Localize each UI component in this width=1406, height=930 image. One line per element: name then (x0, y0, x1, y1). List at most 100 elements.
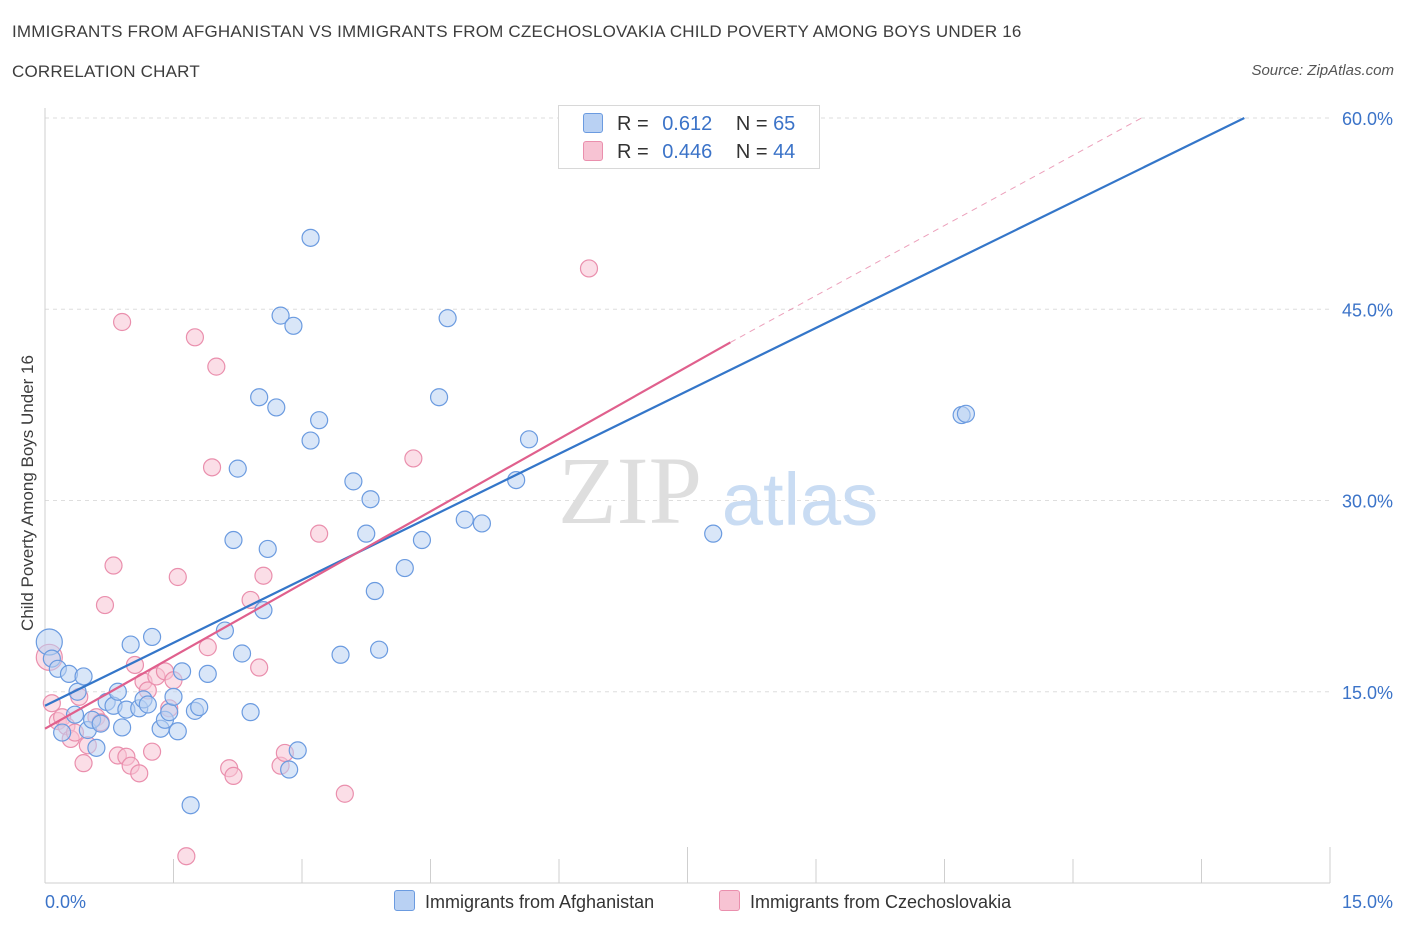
correlation-legend: R = 0.612 N = 65 R = 0.446 N = 44 (558, 105, 820, 169)
data-point (250, 658, 269, 677)
legend-row-czechoslovakia: R = 0.446 N = 44 (583, 141, 795, 165)
legend-swatch-blue (394, 890, 415, 911)
data-point (160, 703, 179, 722)
watermark: ZIP atlas (558, 437, 878, 544)
legend-n-label: N = (735, 113, 768, 135)
data-point (241, 703, 260, 722)
data-point (232, 644, 252, 663)
data-point (87, 738, 106, 757)
data-point (429, 388, 449, 407)
legend-swatch-blue (583, 113, 603, 133)
data-point (177, 847, 196, 866)
tick-labels: 15.0% 30.0% 45.0% 60.0% 0.0% 15.0% (45, 109, 1393, 912)
data-point (53, 723, 72, 742)
legend-n-label: N = (735, 141, 768, 163)
watermark-zip: ZIP (558, 437, 702, 544)
data-point (168, 722, 187, 741)
data-point (267, 398, 286, 417)
series-legend-afghanistan[interactable]: Immigrants from Afghanistan (394, 890, 654, 914)
legend-swatch-pink (583, 141, 603, 161)
data-point (224, 766, 243, 786)
legend-n-value: 65 (773, 113, 796, 135)
legend-r-label: R = (617, 141, 649, 163)
legend-row-afghanistan: R = 0.612 N = 65 (583, 113, 795, 137)
data-point (254, 566, 273, 585)
source-label: Source: ZipAtlas.com (1251, 62, 1394, 79)
data-point (258, 539, 277, 559)
watermark-atlas: atlas (722, 458, 878, 541)
data-point (250, 388, 269, 407)
y-tick-label: 45.0% (1342, 300, 1393, 320)
x-tick-label: 15.0% (1342, 892, 1393, 912)
data-point (207, 357, 226, 376)
data-point (288, 741, 307, 760)
data-point (202, 458, 222, 477)
data-point (280, 760, 299, 779)
legend-r-label: R = (617, 113, 649, 135)
data-point (142, 627, 162, 647)
data-point (956, 404, 976, 423)
trend-lines (44, 117, 1245, 730)
data-point (138, 695, 157, 714)
data-point (91, 714, 110, 733)
data-point (301, 431, 320, 450)
chart-subtitle: CORRELATION CHART (12, 62, 200, 81)
data-point (112, 312, 132, 332)
data-point (301, 228, 320, 247)
legend-n-value: 44 (773, 141, 796, 163)
data-point (198, 638, 217, 657)
chart-title: IMMIGRANTS FROM AFGHANISTAN VS IMMIGRANT… (12, 22, 1022, 41)
data-point (224, 530, 243, 550)
data-point (455, 510, 474, 529)
data-point (112, 718, 132, 737)
data-point (164, 687, 183, 706)
legend-r-value: 0.446 (662, 141, 713, 163)
data-point (344, 472, 363, 491)
data-point (704, 524, 723, 543)
series-afghanistan-points (35, 228, 976, 815)
data-point (198, 664, 217, 684)
data-point (395, 558, 414, 578)
trend-line-czechoslovakia (44, 341, 731, 730)
data-point (74, 754, 93, 773)
series-legend-czechoslovakia[interactable]: Immigrants from Czechoslovakia (719, 890, 1011, 914)
data-point (438, 309, 457, 328)
series-legend-label: Immigrants from Afghanistan (425, 892, 655, 912)
data-point (365, 581, 384, 601)
y-tick-label: 15.0% (1342, 683, 1393, 703)
trend-line-czechoslovakia-extension (730, 117, 1142, 343)
data-point (185, 328, 205, 347)
data-point (181, 796, 200, 815)
data-point (284, 316, 303, 335)
y-tick-label: 30.0% (1342, 492, 1393, 512)
x-tick-label: 0.0% (45, 892, 86, 912)
data-point (130, 764, 149, 783)
trend-line-afghanistan (44, 117, 1245, 707)
data-point (579, 259, 599, 278)
data-point (190, 697, 209, 717)
data-point (121, 635, 140, 654)
legend-swatch-pink (719, 890, 740, 911)
data-point (228, 459, 247, 478)
data-point (310, 411, 329, 430)
legend-r-value: 0.612 (662, 113, 713, 135)
data-point (74, 667, 93, 686)
data-point (361, 490, 380, 509)
data-point (168, 567, 187, 587)
data-point (404, 449, 423, 468)
data-point (95, 595, 115, 615)
series-legend-label: Immigrants from Czechoslovakia (750, 892, 1012, 912)
data-point (271, 306, 290, 325)
data-point (142, 742, 162, 761)
series-czechoslovakia-points (35, 259, 599, 866)
data-point (357, 524, 376, 543)
data-point (335, 784, 354, 803)
data-point (172, 662, 192, 681)
data-point (104, 556, 123, 575)
data-point (215, 621, 234, 640)
axes (44, 108, 1331, 884)
data-point (370, 640, 389, 659)
data-point (472, 514, 491, 533)
y-tick-label: 60.0% (1342, 109, 1393, 129)
